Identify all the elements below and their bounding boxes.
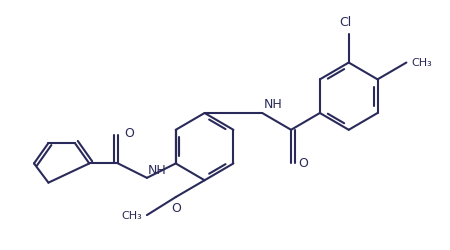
Text: NH: NH xyxy=(263,98,282,110)
Text: O: O xyxy=(171,202,181,215)
Text: NH: NH xyxy=(148,164,167,177)
Text: O: O xyxy=(124,127,134,140)
Text: CH₃: CH₃ xyxy=(122,211,142,221)
Text: Cl: Cl xyxy=(339,16,351,29)
Text: CH₃: CH₃ xyxy=(411,58,432,68)
Text: O: O xyxy=(298,157,308,170)
